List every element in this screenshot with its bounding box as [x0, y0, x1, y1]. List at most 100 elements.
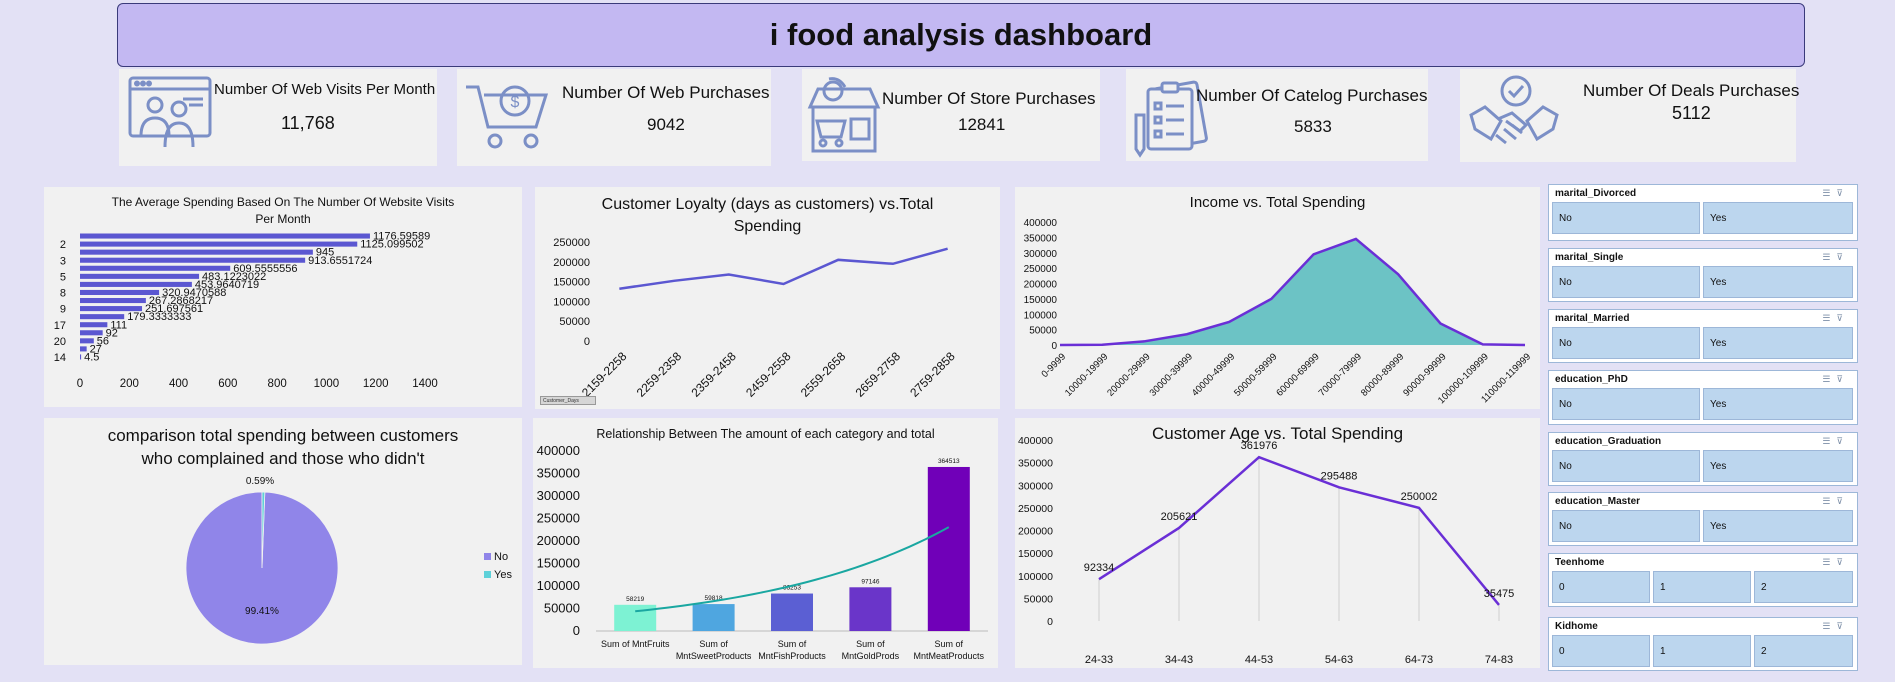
kpi-label: Number Of Store Purchases: [882, 89, 1096, 108]
bar-data-label: 483.1223022: [202, 271, 266, 283]
slicer-option[interactable]: Yes: [1703, 510, 1853, 542]
dashboard-title-banner: i food analysis dashboard: [117, 3, 1805, 67]
slicer-option[interactable]: Yes: [1703, 202, 1853, 234]
y-tick-label: 350000: [537, 466, 580, 481]
slicer-option[interactable]: No: [1552, 510, 1700, 542]
bar: [80, 354, 82, 360]
slicer-title: education_Master: [1555, 496, 1641, 507]
slicer-multiselect-icon[interactable]: ☰⊽: [1822, 557, 1849, 567]
x-tick-label: 1200: [363, 378, 389, 390]
slicer-multiselect-icon[interactable]: ☰⊽: [1822, 252, 1849, 262]
bar-data-label: 364513: [938, 458, 960, 465]
kpi-value: 12841: [958, 115, 1006, 134]
slicer-marital-married: marital_Married ☰⊽ No Yes: [1548, 309, 1858, 363]
field-filter-button[interactable]: Customer_Days: [540, 396, 596, 405]
slicer-option[interactable]: 1: [1653, 635, 1751, 667]
slicer-option[interactable]: 2: [1754, 571, 1853, 603]
y-tick-label: 250000: [1018, 503, 1053, 515]
y-tick-label: 200000: [553, 257, 590, 269]
bar-data-label: 179.3333333: [127, 311, 191, 323]
x-tick-label: 2359-2458: [688, 349, 739, 400]
x-tick-label: 2159-2258: [579, 349, 630, 400]
bar: [80, 314, 125, 320]
bar: [80, 241, 358, 247]
y-tick-label: 400000: [1024, 218, 1058, 229]
y-tick-label: 200000: [1024, 280, 1058, 291]
pie-data-label: 0.59%: [246, 476, 274, 487]
slicer-multiselect-icon[interactable]: ☰⊽: [1822, 436, 1849, 446]
x-tick-label: 74-83: [1485, 654, 1513, 666]
kpi-label: Number Of Deals Purchases: [1583, 81, 1800, 100]
slicer-education-master: education_Master ☰⊽ No Yes: [1548, 492, 1858, 546]
y-tick-label: 5: [60, 271, 66, 283]
legend-label: No: [494, 551, 508, 563]
slicer-multiselect-icon[interactable]: ☰⊽: [1822, 621, 1849, 631]
y-tick-label: 300000: [537, 488, 580, 503]
slicer-option[interactable]: No: [1552, 266, 1700, 298]
x-tick-label: 2759-2858: [907, 349, 958, 400]
bar-data-label: 111: [110, 319, 127, 331]
y-tick-label: 200000: [537, 533, 580, 548]
legend-swatch: [484, 553, 491, 560]
chart-panel-web-visits: The Average Spending Based On The Number…: [44, 187, 522, 407]
slicer-option[interactable]: 0: [1552, 571, 1650, 603]
chart-title: Relationship Between The amount of each …: [596, 427, 935, 441]
handshake-icon: [1469, 75, 1559, 145]
slicer-multiselect-icon[interactable]: ☰⊽: [1822, 496, 1849, 506]
bar: [80, 330, 103, 336]
slicer-option[interactable]: Yes: [1703, 388, 1853, 420]
x-tick-label: MntMeatProducts: [914, 651, 985, 661]
bar: [771, 593, 813, 631]
y-tick-label: 100000: [1024, 310, 1058, 321]
bar: [80, 273, 200, 279]
bar: [80, 298, 146, 304]
slicer-option[interactable]: 0: [1552, 635, 1650, 667]
bar: [927, 466, 970, 631]
slicer-option[interactable]: Yes: [1703, 327, 1853, 359]
kpi-label: Number Of Web Purchases: [562, 83, 770, 102]
y-tick-label: 400000: [537, 443, 580, 458]
slicer-multiselect-icon[interactable]: ☰⊽: [1822, 188, 1849, 198]
chart-title-line: Spending: [733, 218, 802, 235]
slicer-option[interactable]: No: [1552, 388, 1700, 420]
y-tick-label: 100000: [537, 578, 580, 593]
chart-title-line: comparison total spending between custom…: [107, 426, 459, 445]
y-tick-label: 250000: [537, 511, 580, 526]
svg-text:$: $: [511, 94, 520, 111]
bar: [692, 604, 735, 631]
kpi-value: 5833: [1294, 117, 1332, 136]
x-tick-label: MntSweetProducts: [676, 651, 752, 661]
pie-slice: [261, 491, 266, 569]
bar-data-label: 92: [106, 327, 118, 339]
x-tick-label: 400: [169, 378, 188, 390]
bar-data-label: 56: [97, 335, 109, 347]
series-line: [1098, 455, 1500, 606]
y-tick-label: 300000: [1018, 480, 1053, 492]
slicer-title: marital_Married: [1555, 313, 1630, 324]
web-visits-icon: [128, 76, 212, 148]
bar-data-label: 453.9640719: [195, 279, 259, 291]
bar: [80, 346, 87, 352]
category-bar-chart: 0 50000 100000 150000 200000 250000 300000 3500…: [537, 443, 988, 661]
slicer-option[interactable]: No: [1552, 450, 1700, 482]
slicer-option[interactable]: No: [1552, 327, 1700, 359]
slicer-multiselect-icon[interactable]: ☰⊽: [1822, 374, 1849, 384]
slicer-option[interactable]: Yes: [1703, 450, 1853, 482]
slicer-multiselect-icon[interactable]: ☰⊽: [1822, 313, 1849, 323]
slicer-title: Teenhome: [1555, 557, 1605, 568]
slicer-option[interactable]: No: [1552, 202, 1700, 234]
dashboard-title: i food analysis dashboard: [769, 17, 1153, 52]
slicer-option[interactable]: Yes: [1703, 266, 1853, 298]
slicer-option[interactable]: 1: [1653, 571, 1751, 603]
kpi-value: 11,768: [281, 113, 335, 133]
y-tick-label: 17: [54, 320, 66, 332]
kpi-value: 5112: [1672, 103, 1711, 123]
point-data-label: 92334: [1084, 562, 1115, 574]
x-tick-label: 2559-2658: [798, 349, 849, 400]
slicer-option[interactable]: 2: [1754, 635, 1853, 667]
x-tick-label: Sum of: [856, 639, 885, 649]
chart-title: Customer Loyalty (days as customers) vs.…: [535, 194, 1000, 238]
chart-title-line: Per Month: [255, 212, 311, 226]
kpi-card-web-visits: Number Of Web Visits Per Month 11,768: [119, 69, 437, 166]
